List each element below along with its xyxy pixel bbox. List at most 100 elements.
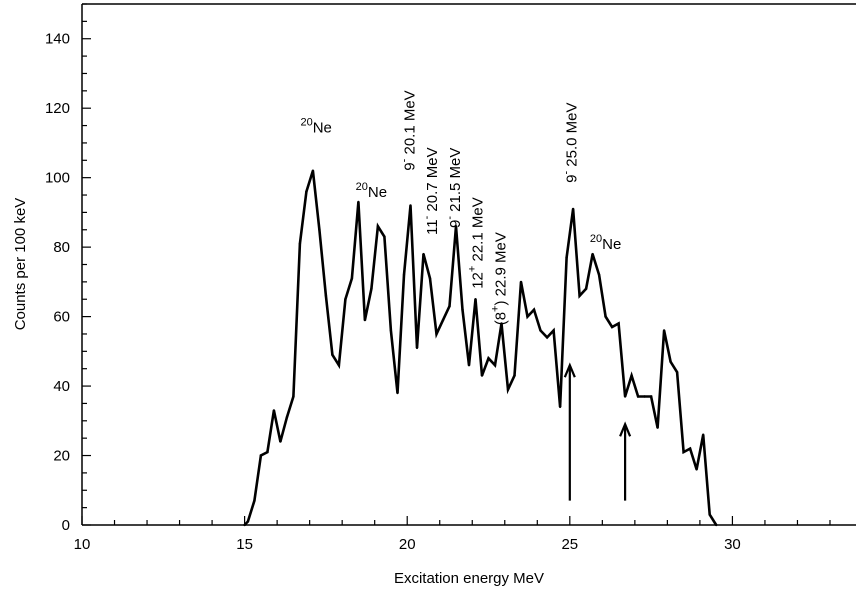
data-point xyxy=(493,364,497,367)
data-point xyxy=(649,395,653,398)
data-point xyxy=(506,388,510,391)
data-point xyxy=(311,169,315,172)
data-point xyxy=(610,325,614,329)
data-point xyxy=(552,329,555,332)
data-point xyxy=(337,364,341,367)
data-point xyxy=(597,273,601,277)
data-point xyxy=(558,405,562,409)
data-point xyxy=(376,225,380,228)
data-point xyxy=(532,308,536,311)
y-axis-ticks: 0 20 40 60 80 100 120 140 xyxy=(45,3,91,534)
peak-energy-label: 9- 21.5 MeV xyxy=(444,148,464,228)
data-point xyxy=(630,374,633,377)
data-point xyxy=(656,426,659,429)
ne20-label: 20Ne xyxy=(300,117,331,137)
y-tick-label: 60 xyxy=(53,309,70,326)
peak-energy-label: 9- 25.0 MeV xyxy=(560,103,580,183)
data-point xyxy=(285,416,289,419)
data-point xyxy=(708,513,711,516)
data-point xyxy=(591,252,594,256)
data-point xyxy=(422,252,425,256)
y-tick-label: 40 xyxy=(53,378,70,395)
series-line xyxy=(243,170,718,526)
data-point xyxy=(243,523,246,527)
data-point xyxy=(565,256,568,259)
data-point xyxy=(298,242,302,245)
data-point xyxy=(253,499,256,502)
y-tick-label: 0 xyxy=(62,517,70,534)
peak-energy-label: 9- 20.1 MeV xyxy=(398,90,418,170)
data-point xyxy=(441,318,445,322)
data-point xyxy=(480,374,484,377)
data-point xyxy=(623,395,627,398)
data-point xyxy=(662,329,666,332)
data-point xyxy=(363,318,367,322)
data-point xyxy=(305,190,308,193)
x-tick-label: 10 xyxy=(74,536,91,553)
data-point xyxy=(695,468,698,471)
data-point xyxy=(461,308,464,311)
y-tick-label: 100 xyxy=(45,170,70,187)
data-point xyxy=(259,454,263,457)
arrow-layer xyxy=(563,362,632,501)
data-point xyxy=(409,204,412,207)
data-point xyxy=(318,228,321,231)
data-point xyxy=(279,440,282,443)
y-tick-label: 80 xyxy=(53,239,70,256)
data-point xyxy=(539,329,542,332)
data-point xyxy=(604,315,607,318)
data-point xyxy=(643,395,646,398)
data-point xyxy=(688,447,692,450)
series-layer xyxy=(243,169,718,527)
data-point xyxy=(513,374,516,377)
y-tick-label: 20 xyxy=(53,448,70,465)
x-axis-ticks: 10 15 20 25 30 xyxy=(74,516,831,553)
data-point xyxy=(519,280,523,284)
data-point xyxy=(344,298,347,301)
x-tick-label: 20 xyxy=(399,536,416,553)
data-point xyxy=(389,329,393,332)
x-tick-label: 25 xyxy=(561,536,578,553)
y-tick-label: 120 xyxy=(45,100,70,117)
data-point xyxy=(396,391,399,395)
data-point xyxy=(571,207,575,211)
peak-energy-label: (8+) 22.9 MeV xyxy=(489,232,509,325)
data-point xyxy=(500,322,503,325)
x-tick-label: 30 xyxy=(724,536,741,553)
peak-energy-label: 11- 20.7 MeV xyxy=(421,147,441,235)
data-point xyxy=(715,523,718,527)
data-point xyxy=(636,395,640,398)
x-axis-title: Excitation energy MeV xyxy=(394,570,544,587)
data-point xyxy=(266,450,269,454)
data-point xyxy=(324,294,328,297)
arrow-head xyxy=(563,362,576,378)
data-point xyxy=(682,450,685,454)
data-point xyxy=(675,371,679,374)
peak-energy-label: 12+ 22.1 MeV xyxy=(467,197,487,289)
arrow-head xyxy=(619,421,632,437)
data-point xyxy=(292,395,295,398)
data-point xyxy=(617,322,620,325)
data-point xyxy=(487,357,490,360)
ne20-label: 20Ne xyxy=(356,181,387,201)
data-point xyxy=(702,433,705,436)
data-point xyxy=(467,364,471,367)
y-tick-label: 140 xyxy=(45,31,70,48)
data-point xyxy=(428,277,432,280)
data-point xyxy=(272,409,276,412)
data-point xyxy=(350,277,354,280)
ne20-label: 20Ne xyxy=(590,233,621,253)
data-point xyxy=(435,332,438,336)
data-point xyxy=(370,287,373,290)
data-point xyxy=(246,520,250,523)
data-point xyxy=(415,346,419,350)
data-point xyxy=(331,353,334,356)
data-point xyxy=(454,225,458,228)
x-tick-label: 15 xyxy=(236,536,253,553)
data-point xyxy=(474,298,477,301)
data-point xyxy=(669,360,672,363)
data-point xyxy=(584,287,588,290)
data-point xyxy=(526,315,529,318)
